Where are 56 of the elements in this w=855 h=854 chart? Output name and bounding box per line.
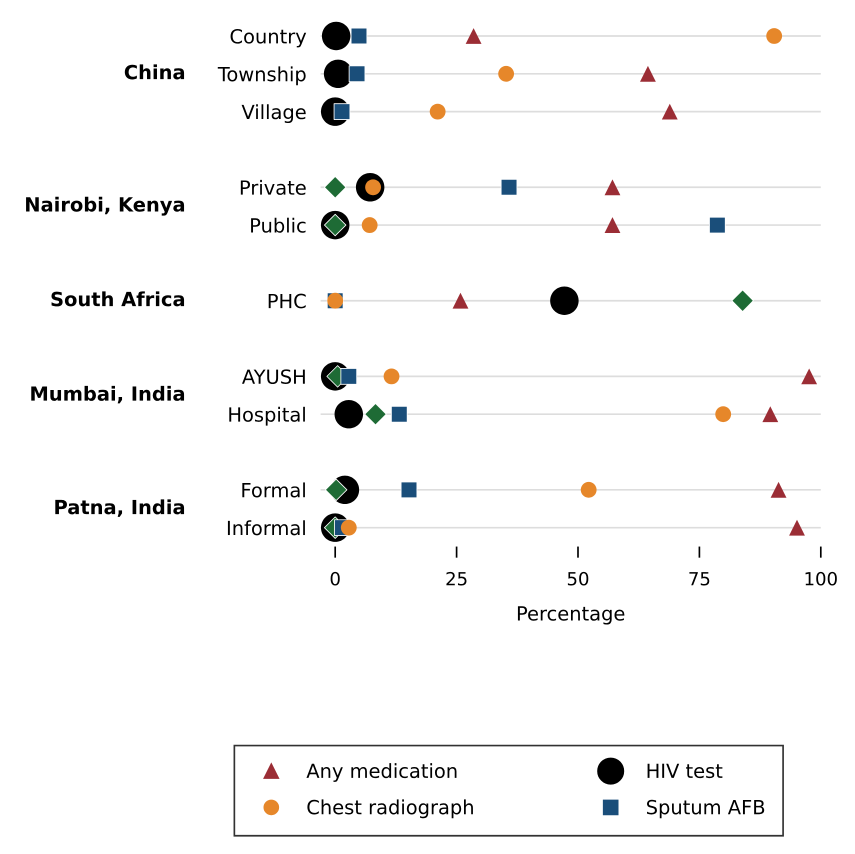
point — [715, 406, 732, 422]
y-tick-label: Hospital — [229, 406, 305, 426]
x-axis-title: Percentage — [518, 606, 624, 625]
point — [322, 22, 350, 50]
point — [362, 217, 378, 234]
x-tick-label: 100 — [806, 572, 837, 586]
x-tick-label: 0 — [330, 572, 340, 586]
point — [731, 290, 754, 312]
point — [324, 176, 346, 198]
point — [709, 216, 726, 234]
point — [762, 406, 778, 422]
point — [430, 104, 446, 120]
point — [770, 482, 786, 498]
point — [662, 104, 678, 120]
point — [604, 179, 620, 196]
y-tick-label: PHC — [268, 294, 306, 308]
legend-label: Chest radiograph — [307, 799, 473, 818]
point — [580, 482, 597, 498]
point — [789, 520, 805, 536]
x-tick-label: 50 — [568, 572, 588, 586]
text: China — [124, 64, 184, 80]
point — [340, 368, 358, 385]
point — [340, 520, 357, 536]
point — [390, 406, 408, 423]
legend-label: Sputum AFB — [646, 800, 764, 818]
point — [801, 368, 818, 384]
point — [350, 28, 368, 44]
point — [604, 217, 620, 234]
text: South Africa — [51, 291, 184, 306]
point — [498, 66, 514, 82]
text: Patna, India — [55, 499, 184, 517]
point — [452, 292, 468, 309]
y-tick-label: Informal — [228, 520, 305, 536]
point — [550, 286, 579, 315]
y-tick-label: Private — [240, 180, 306, 195]
x-tick-label: 75 — [689, 572, 710, 586]
legend-label: Any medication — [306, 763, 456, 782]
y-tick-label: Formal — [242, 482, 305, 498]
point — [466, 28, 482, 44]
y-tick-label: AYUSH — [242, 369, 305, 384]
y-tick-label: Public — [251, 218, 306, 233]
y-tick-label: Township — [218, 66, 306, 86]
point — [766, 28, 782, 44]
point — [348, 65, 366, 82]
point — [500, 178, 518, 196]
y-tick-label: Country — [230, 28, 306, 48]
text: Nairobi, Kenya — [26, 196, 184, 216]
point — [640, 66, 656, 82]
point — [364, 403, 387, 426]
point — [334, 400, 364, 428]
legend-label: HIV test — [648, 764, 722, 778]
x-tick-label: 25 — [446, 572, 467, 586]
point — [400, 481, 418, 498]
y-tick-label: Village — [242, 104, 306, 124]
point — [384, 368, 400, 384]
text: Mumbai, India — [31, 386, 184, 404]
